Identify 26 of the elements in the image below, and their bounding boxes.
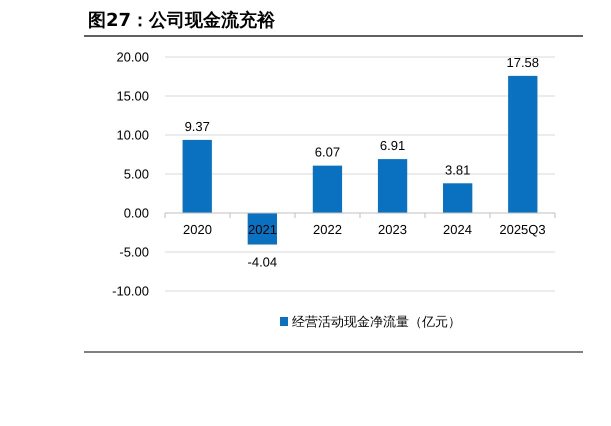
chart-title: 图27：公司现金流充裕 <box>88 10 276 31</box>
legend-label: 经营活动现金净流量（亿元） <box>292 314 461 330</box>
y-tick-label: 5.00 <box>124 166 149 182</box>
y-tick-label: 15.00 <box>116 88 149 104</box>
bar <box>378 159 408 213</box>
y-tick-label: 20.00 <box>116 50 149 64</box>
x-tick-label: 2022 <box>313 222 342 237</box>
data-label: 9.37 <box>184 118 210 134</box>
x-tick-label: 2021 <box>248 222 277 237</box>
data-label: 6.91 <box>380 138 406 154</box>
y-tick-label: 10.00 <box>116 128 149 142</box>
x-tick-label: 2024 <box>443 222 472 237</box>
y-tick-label: -10.00 <box>112 284 149 298</box>
data-label: 3.81 <box>445 162 470 178</box>
x-tick-label: 2020 <box>183 222 212 237</box>
bar <box>443 183 472 213</box>
bar <box>312 166 342 213</box>
y-tick-label: -5.00 <box>119 244 149 260</box>
x-tick-label: 2023 <box>378 222 407 237</box>
data-label: -4.04 <box>248 254 278 270</box>
y-tick-label: 0.00 <box>124 206 149 220</box>
bar <box>182 140 212 213</box>
data-label: 17.58 <box>506 54 540 70</box>
data-label: 6.07 <box>314 144 340 160</box>
x-tick-label: 2025Q3 <box>499 222 546 237</box>
bar <box>508 76 538 213</box>
